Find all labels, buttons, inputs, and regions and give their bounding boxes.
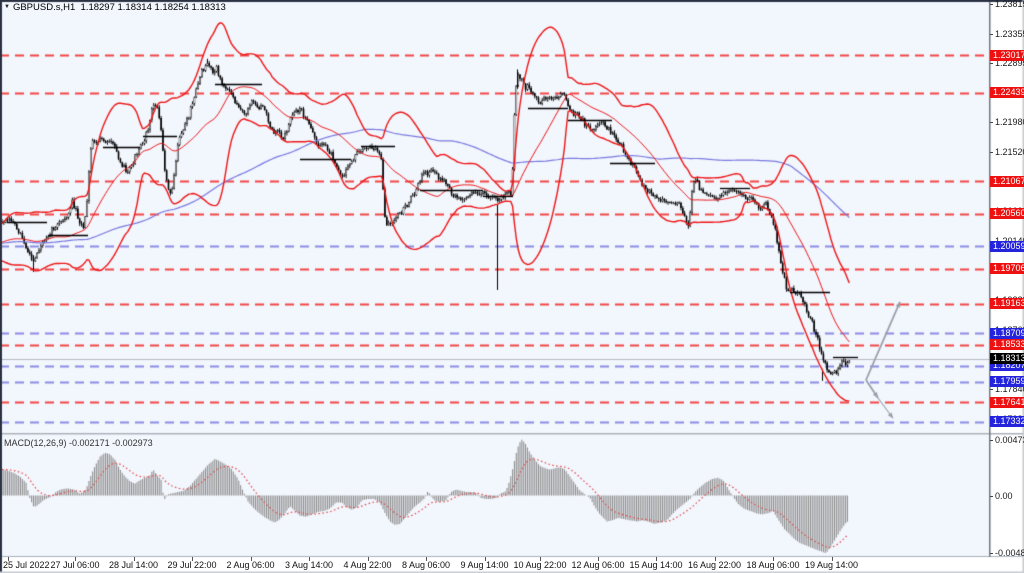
price-level-label: 1.17959	[990, 376, 1024, 388]
price-tick-label: 1.23355	[990, 29, 1024, 39]
time-tick-mark	[192, 557, 193, 561]
time-axis-label: 8 Aug 06:00	[401, 560, 451, 570]
time-tick-mark	[714, 557, 716, 561]
time-axis-label: 15 Aug 14:00	[629, 560, 683, 570]
axis-tick-text: 1.21520	[995, 146, 1024, 157]
price-level-label: 1.22439	[990, 87, 1024, 99]
ohlc-values: 1.18297 1.18314 1.18254 1.18313	[80, 2, 226, 13]
time-tick-mark	[133, 557, 135, 561]
axis-tick-text: 1.23355	[995, 28, 1024, 39]
time-tick-mark	[773, 557, 774, 561]
time-tick-mark	[484, 557, 486, 561]
symbol-info-bar: ▼ GBPUSD.s,H1 1.18297 1.18314 1.18254 1.1…	[4, 2, 226, 13]
time-tick-mark	[8, 557, 9, 561]
axis-tick-mark	[990, 151, 993, 153]
macd-axis: 0.004738 0.00 -0.004889	[990, 0, 1024, 558]
price-level-label: 1.17641	[990, 396, 1024, 408]
price-level-label: 1.20059	[990, 240, 1024, 252]
axis-tick-mark	[990, 63, 993, 65]
price-level-label: 1.23017	[990, 49, 1024, 61]
time-axis-label: 12 Aug 06:00	[571, 560, 625, 570]
axis-tick-text: 1.21980	[995, 117, 1024, 128]
symbol-timeframe-label: GBPUSD.s,H1	[12, 2, 76, 13]
macd-name: MACD(12,26,9)	[4, 438, 67, 448]
price-level-label: 1.19706	[990, 263, 1024, 275]
time-axis-label: 4 Aug 22:00	[343, 560, 392, 570]
axis-tick-text: 1.17840	[995, 384, 1024, 395]
axis-tick-text: 1.22895	[995, 58, 1024, 69]
macd-values: -0.002171 -0.002973	[69, 438, 153, 448]
time-axis-label: 27 Jul 06:00	[50, 560, 100, 570]
time-axis-label: 3 Aug 14:00	[284, 560, 334, 570]
time-axis-label: 16 Aug 22:00	[687, 560, 742, 570]
macd-tick-label: 0.00	[990, 491, 1024, 501]
axis-tick-text: 1.23815	[995, 0, 1024, 9]
price-level-label: 1.18533	[990, 339, 1024, 351]
time-axis-label: 19 Aug 14:00	[804, 560, 859, 570]
time-axis-label: 18 Aug 06:00	[746, 560, 800, 570]
time-tick-mark	[309, 557, 310, 561]
time-axis-label: 25 Jul 2022	[3, 560, 50, 570]
price-tick-label: 1.22895	[990, 58, 1024, 68]
axis-tick-text: 0.00	[995, 490, 1013, 501]
time-axis-label: 29 Jul 22:00	[167, 560, 217, 570]
price-tick-label: 1.21520	[990, 147, 1024, 157]
price-level-label: 1.21067	[990, 175, 1024, 187]
axis-tick-mark	[990, 33, 993, 35]
axis-tick-mark	[990, 4, 993, 5]
macd-indicator-label: MACD(12,26,9) -0.002171 -0.002973	[4, 438, 153, 448]
axis-tick-mark	[990, 122, 993, 124]
price-axis: 1.238151.233551.228951.219801.215201.206…	[990, 0, 1024, 557]
price-level-label: 1.18207	[990, 360, 1024, 372]
time-tick-mark	[831, 557, 833, 561]
time-tick-mark	[75, 557, 76, 561]
chevron-down-icon: ▼	[4, 4, 10, 10]
macd-tick-label: 0.004738	[990, 435, 1024, 445]
price-tick-label: 1.23815	[990, 0, 1024, 9]
time-axis: 25 Jul 2022 27 Jul 06:00 28 Jul 14:00 29 Ju…	[0, 557, 1024, 573]
price-level-label: 1.19163	[990, 298, 1024, 310]
axis-tick-mark	[990, 389, 993, 391]
time-axis-label: 2 Aug 06:00	[226, 560, 275, 570]
axis-tick-mark	[990, 495, 993, 497]
macd-tick-label: -0.004889	[990, 548, 1024, 558]
axis-tick-mark	[990, 553, 993, 555]
price-tick-label: 1.21980	[990, 117, 1024, 127]
current-price-label: 1.18313	[990, 353, 1024, 365]
axis-tick-text: -0.004889	[995, 548, 1024, 559]
price-level-label: 1.20560	[990, 208, 1024, 220]
axis-tick-text: 0.004738	[995, 434, 1024, 445]
time-tick-mark	[598, 557, 599, 561]
time-axis-label: 28 Jul 14:00	[108, 560, 159, 570]
time-axis-label: 10 Aug 22:00	[513, 560, 567, 570]
time-tick-mark	[656, 557, 657, 561]
price-tick-label: 1.17840	[990, 384, 1024, 394]
time-tick-mark	[426, 557, 427, 561]
price-level-label: 1.17332	[990, 416, 1024, 428]
axis-tick-mark	[990, 439, 993, 441]
time-tick-mark	[540, 557, 541, 561]
time-tick-mark	[250, 557, 252, 561]
time-axis-label: 9 Aug 14:00	[460, 560, 509, 570]
time-tick-mark	[367, 557, 369, 561]
price-level-label: 1.18709	[990, 327, 1024, 339]
